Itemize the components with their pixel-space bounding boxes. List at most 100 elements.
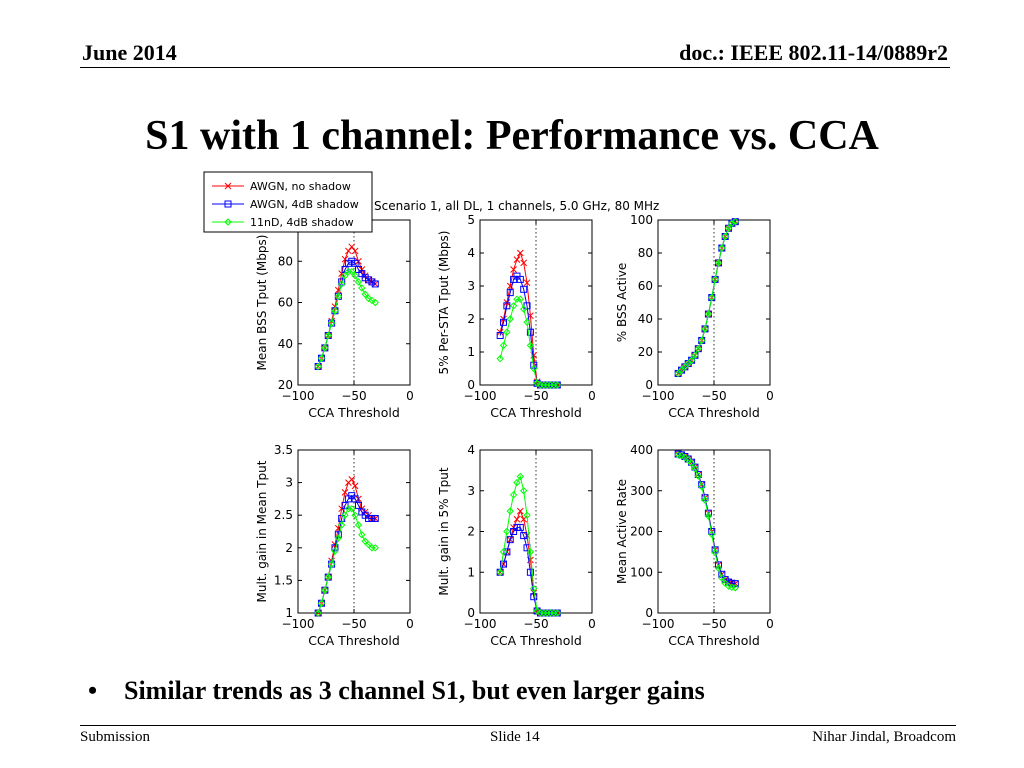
y-tick-label: 4	[467, 443, 475, 457]
data-point	[500, 560, 508, 568]
data-point	[697, 336, 706, 345]
data-point	[731, 580, 739, 588]
data-point	[530, 584, 538, 593]
y-tick-label: 20	[278, 378, 293, 392]
slide-title: S1 with 1 channel: Performance vs. CCA	[145, 113, 879, 159]
data-point	[317, 354, 326, 362]
bullet-marker: •	[88, 676, 98, 705]
y-tick-label: 60	[638, 279, 653, 293]
data-point	[694, 472, 703, 480]
data-point	[334, 534, 343, 542]
data-point	[681, 453, 689, 462]
data-point	[371, 298, 379, 307]
y-tick-label: 100	[630, 213, 653, 227]
data-point	[499, 341, 508, 350]
subplot-6: −100 −50 0 0 100 200 300 400 CCA Threshold Mean A…	[615, 443, 774, 648]
series-line	[677, 221, 736, 374]
data-point	[533, 607, 541, 615]
data-point	[687, 356, 696, 364]
y-tick-label: 0	[645, 606, 653, 620]
data-point	[553, 381, 561, 389]
data-point	[354, 501, 362, 509]
y-tick-label: 0	[467, 606, 475, 620]
data-point	[523, 511, 531, 519]
bullet-text: Similar trends as 3 channel S1, but even…	[124, 676, 705, 705]
y-tick-label: 2	[467, 525, 475, 539]
y-tick-label: 1.5	[274, 573, 293, 587]
data-point	[704, 512, 713, 520]
y-tick-label: 3.5	[274, 443, 293, 457]
header-divider	[80, 67, 950, 68]
data-point	[697, 482, 706, 491]
x-axis-label: CCA Threshold	[490, 633, 582, 648]
data-point	[519, 305, 528, 313]
data-point	[348, 504, 356, 513]
series-diamond	[314, 504, 379, 617]
x-axis-label: CCA Threshold	[668, 633, 760, 648]
data-point	[708, 530, 716, 539]
data-point	[321, 344, 329, 352]
y-tick-label: 3	[467, 279, 475, 293]
data-point	[371, 544, 379, 552]
data-point	[513, 515, 521, 523]
y-tick-label: 0	[467, 378, 475, 392]
data-point	[506, 315, 514, 323]
x-axis-label: CCA Threshold	[308, 405, 400, 420]
data-point	[314, 609, 322, 617]
data-point	[314, 363, 322, 370]
legend-marker	[224, 182, 232, 190]
x-tick-label: −50	[341, 389, 366, 403]
x-tick-label: −100	[464, 389, 497, 403]
data-point	[523, 279, 531, 287]
x-tick-label: −50	[701, 617, 726, 631]
data-point	[701, 325, 709, 333]
x-tick-label: 0	[766, 389, 774, 403]
data-point	[341, 255, 349, 263]
data-point	[331, 307, 339, 315]
y-tick-label: 60	[278, 296, 293, 310]
x-tick-label: −100	[642, 617, 675, 631]
x-tick-label: 0	[406, 617, 414, 631]
data-point	[520, 259, 528, 267]
data-point	[503, 328, 511, 336]
data-point	[516, 249, 524, 257]
series-line	[678, 454, 736, 589]
data-point	[721, 232, 729, 241]
data-point	[503, 302, 511, 310]
data-point	[496, 332, 504, 339]
y-tick-label: 4	[467, 246, 475, 260]
data-point	[341, 511, 349, 519]
series-diamond	[496, 472, 561, 617]
data-point	[509, 491, 518, 499]
y-tick-label: 40	[638, 312, 653, 326]
data-point	[348, 243, 356, 251]
data-point	[503, 527, 511, 536]
data-point	[513, 478, 521, 487]
data-point	[321, 586, 329, 594]
y-tick-label: 2	[285, 541, 293, 555]
figure-suptitle: Scenario 1, all DL, 1 channels, 5.0 GHz,…	[374, 199, 659, 213]
y-tick-label: 80	[278, 254, 293, 268]
data-point	[358, 531, 366, 539]
data-point	[714, 259, 723, 267]
data-point	[361, 290, 369, 298]
data-point	[526, 548, 535, 556]
data-point	[496, 568, 504, 576]
legend-entry: AWGN, no shadow	[250, 180, 351, 193]
series-diamond	[674, 451, 739, 592]
y-tick-label: 2	[467, 312, 475, 326]
data-point	[526, 328, 534, 336]
data-point	[530, 589, 538, 596]
data-point	[520, 532, 528, 540]
y-tick-label: 1	[467, 565, 475, 579]
subplot-1: −100 −50 0 20 40 60 80 CCA Threshold Mean BSS Tp…	[255, 219, 414, 420]
bullet-item: • Similar trends as 3 channel S1, but eve…	[88, 676, 705, 706]
data-point	[530, 593, 538, 601]
subplot-4: −100 −50 0 1 1.5 2 2.5 3 3.5 CCA Threshold Mult. g…	[255, 443, 414, 648]
footer-divider	[80, 725, 956, 726]
data-point	[704, 310, 713, 318]
legend-entry: AWGN, 4dB shadow	[250, 198, 359, 211]
x-tick-label: −50	[701, 389, 726, 403]
data-point	[351, 482, 359, 490]
